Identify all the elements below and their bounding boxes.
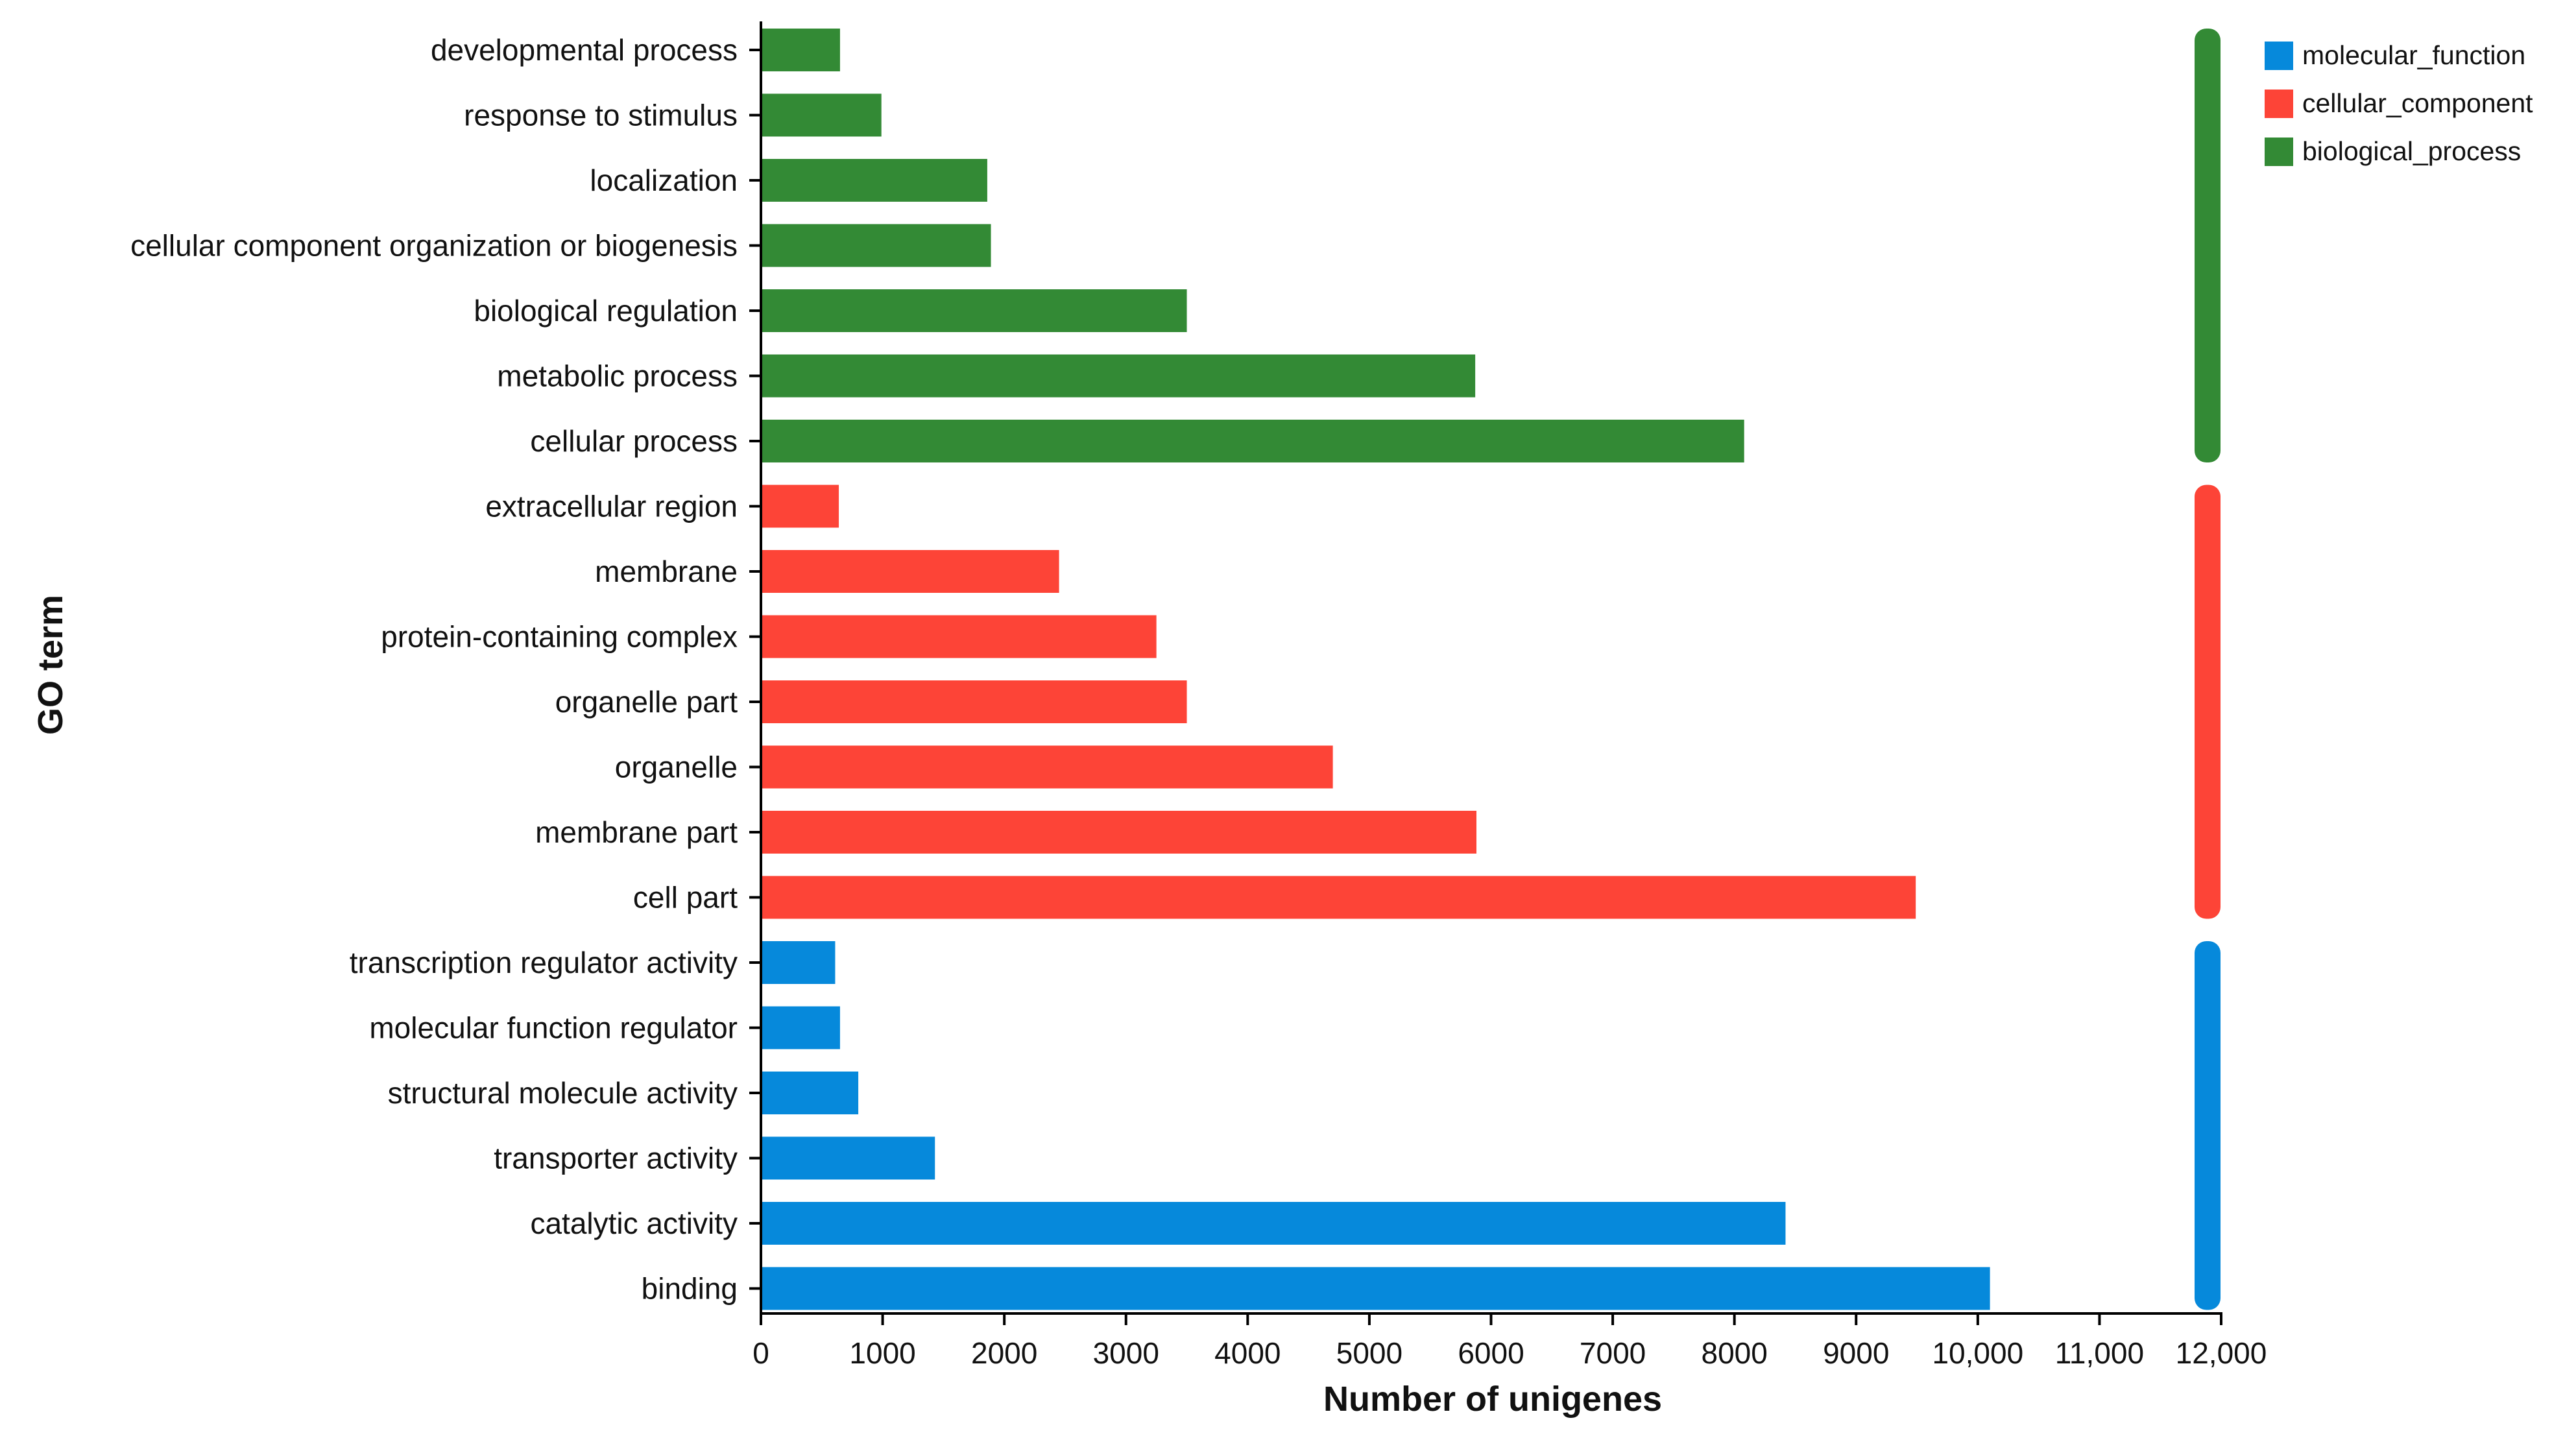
category-label-transporter-activity: transporter activity: [494, 1142, 738, 1175]
bar-localization: [761, 159, 987, 202]
x-tick-label: 0: [752, 1336, 769, 1370]
category-label-binding: binding: [642, 1272, 738, 1306]
legend: molecular_function cellular_componentbiol…: [2265, 40, 2533, 166]
x-tick-label: 3000: [1093, 1336, 1159, 1370]
bar-catalytic-activity: [761, 1202, 1786, 1245]
bar-transcription-regulator-activity: [761, 941, 836, 984]
category-label-cell-part: cell part: [633, 881, 738, 915]
bar-cellular-process: [761, 420, 1744, 462]
bar-transporter-activity: [761, 1136, 935, 1180]
bar-membrane: [761, 550, 1059, 593]
x-tick-label: 4000: [1214, 1336, 1281, 1370]
x-tick-label: 7000: [1580, 1336, 1646, 1370]
category-label-developmental-process: developmental process: [431, 33, 738, 67]
category-label-extracellular-region: extracellular region: [485, 490, 738, 523]
x-tick-label: 9000: [1823, 1336, 1889, 1370]
bars-layer: [761, 29, 1990, 1310]
category-label-cellular-component-organization-or-biogenesis: cellular component organization or bioge…: [130, 229, 738, 263]
x-axis-title: Number of unigenes: [1323, 1380, 1662, 1419]
bar-organelle-part: [761, 680, 1187, 723]
y-axis: developmental process response to stimulu…: [130, 21, 762, 1313]
x-tick-label: 2000: [971, 1336, 1037, 1370]
bar-protein-containing-complex: [761, 615, 1157, 658]
category-label-biological-regulation: biological regulation: [474, 294, 738, 328]
x-axis: 0 1000 2000 3000 4000 5000 6000 7000 8000 9000 10,…: [752, 1312, 2267, 1370]
legend-swatch-molecular-function: [2265, 42, 2293, 70]
legend-label-cellular-component: cellular_component: [2302, 88, 2533, 118]
bar-cell-part: [761, 876, 1916, 919]
bar-response-to-stimulus: [761, 93, 882, 137]
group-indicator-biological-process: [2195, 29, 2221, 462]
bar-molecular-function-regulator: [761, 1006, 840, 1049]
bar-biological-regulation: [761, 289, 1187, 332]
bar-cellular-component-organization-or-biogenesis: [761, 224, 991, 267]
category-label-organelle: organelle: [615, 750, 738, 784]
x-tick-label: 6000: [1458, 1336, 1524, 1370]
legend-label-molecular-function: molecular_function: [2302, 40, 2525, 70]
category-label-membrane-part: membrane part: [535, 815, 738, 849]
x-tick-label: 12,000: [2176, 1336, 2267, 1370]
category-label-response-to-stimulus: response to stimulus: [464, 99, 738, 132]
category-label-organelle-part: organelle part: [555, 685, 738, 719]
category-label-catalytic-activity: catalytic activity: [530, 1206, 738, 1240]
category-label-transcription-regulator-activity: transcription regulator activity: [350, 946, 738, 979]
group-indicator-cellular-component: [2195, 485, 2221, 919]
group-indicator-bars: [2195, 29, 2221, 1310]
bar-binding: [761, 1267, 1990, 1310]
category-label-metabolic-process: metabolic process: [497, 359, 738, 393]
bar-extracellular-region: [761, 485, 839, 528]
category-label-membrane: membrane: [595, 555, 738, 588]
x-tick-label: 5000: [1336, 1336, 1402, 1370]
bar-membrane-part: [761, 811, 1476, 854]
legend-label-biological-process: biological_process: [2302, 136, 2521, 166]
category-label-structural-molecule-activity: structural molecule activity: [388, 1076, 738, 1110]
x-tick-label: 10,000: [1932, 1336, 2023, 1370]
x-tick-label: 8000: [1701, 1336, 1767, 1370]
category-label-molecular-function-regulator: molecular function regulator: [369, 1011, 738, 1045]
y-axis-title: GO term: [31, 595, 70, 735]
bar-structural-molecule-activity: [761, 1072, 859, 1114]
category-label-protein-containing-complex: protein-containing complex: [381, 620, 738, 654]
legend-swatch-cellular-component: [2265, 90, 2293, 118]
group-indicator-molecular-function: [2195, 941, 2221, 1310]
bar-metabolic-process: [761, 354, 1476, 398]
bar-organelle: [761, 745, 1333, 789]
x-tick-label: 11,000: [2055, 1336, 2144, 1370]
category-label-localization: localization: [590, 163, 738, 197]
bar-developmental-process: [761, 29, 840, 71]
category-label-cellular-process: cellular process: [530, 424, 738, 458]
x-tick-label: 1000: [849, 1336, 915, 1370]
legend-swatch-biological-process: [2265, 138, 2293, 166]
